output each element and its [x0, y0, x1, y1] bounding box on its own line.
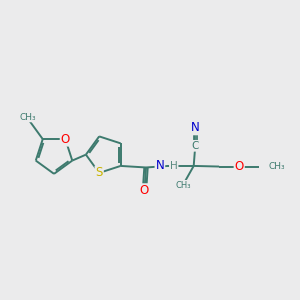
Text: N: N — [191, 121, 200, 134]
Text: O: O — [235, 160, 244, 173]
Text: CH₃: CH₃ — [175, 181, 190, 190]
Text: CH₃: CH₃ — [20, 112, 36, 122]
Text: N: N — [155, 159, 164, 172]
Text: CH₃: CH₃ — [268, 162, 285, 171]
Text: O: O — [140, 184, 149, 197]
Text: S: S — [95, 167, 103, 179]
Text: C: C — [192, 141, 199, 151]
Text: O: O — [61, 133, 70, 146]
Text: H: H — [170, 161, 178, 171]
